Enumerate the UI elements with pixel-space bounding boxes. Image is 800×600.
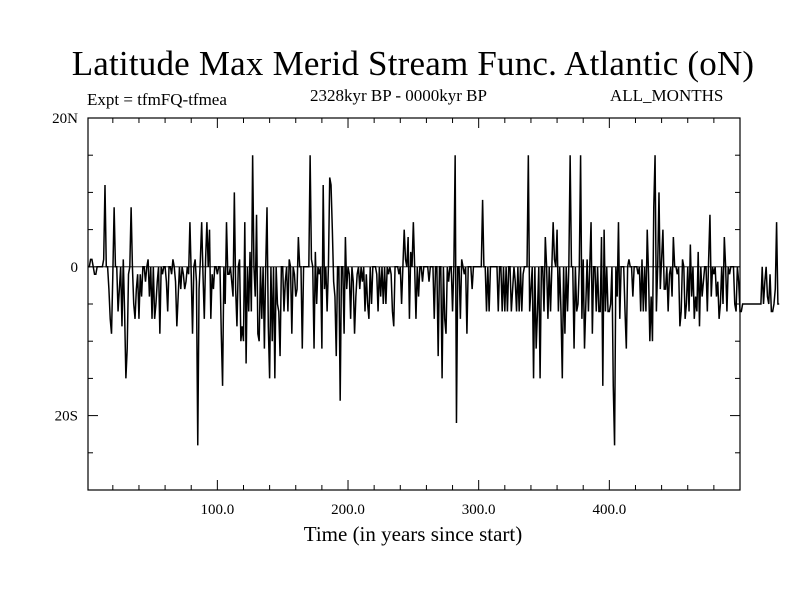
series-line-0	[88, 155, 780, 446]
y-tick-label: 20N	[52, 111, 78, 127]
x-tick-label: 400.0	[592, 502, 626, 518]
time-range-label: 2328kyr BP - 0000kyr BP	[310, 86, 487, 105]
x-axis-label: Time (in years since start)	[303, 522, 523, 546]
months-label: ALL_MONTHS	[610, 86, 724, 105]
y-tick-label: 0	[71, 260, 79, 276]
x-tick-label: 300.0	[462, 502, 496, 518]
experiment-label: Expt = tfmFQ-tfmea	[87, 90, 227, 109]
x-tick-label: 100.0	[200, 502, 234, 518]
y-tick-label: 20S	[55, 409, 78, 425]
plot-frame	[87, 117, 741, 491]
x-tick-label: 200.0	[331, 502, 365, 518]
chart-title: Latitude Max Merid Stream Func. Atlantic…	[71, 44, 755, 83]
